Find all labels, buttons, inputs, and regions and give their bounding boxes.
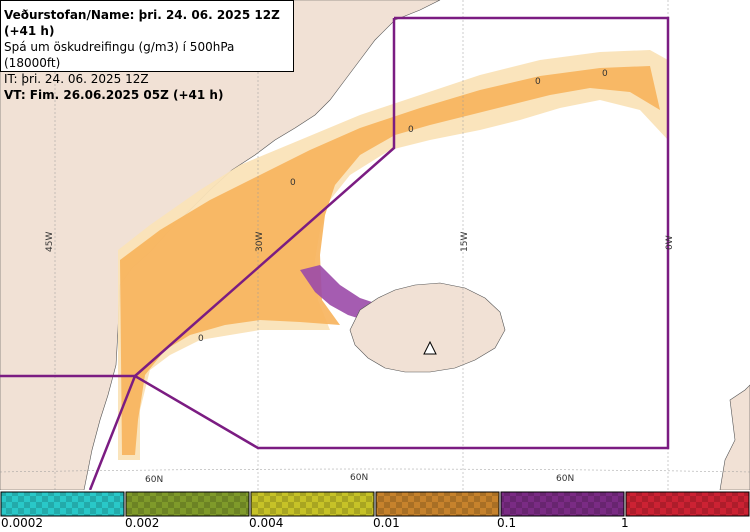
volcano-triangle-icon	[423, 340, 437, 355]
info-line-product: Spá um öskudreifingu (g/m3) í 500hPa (18…	[4, 40, 235, 70]
legend-label-1: 0.002	[125, 516, 160, 530]
legend-label-0: 0.0002	[1, 516, 43, 530]
info-line-name: Veðurstofan/Name: þri. 24. 06. 2025 12Z …	[4, 8, 280, 38]
legend-labels: 0.0002 0.002 0.004 0.01 0.1 1	[0, 516, 750, 532]
concentration-legend	[0, 491, 750, 517]
lon-label-15w: 15W	[460, 232, 470, 252]
legend-swatch-pattern	[626, 492, 749, 516]
contour-label: 0	[602, 69, 608, 79]
map-canvas[interactable]: 45W 30W 15W 0W 60N 60N 60N 0 0 0 0 0	[0, 0, 750, 490]
lat-label-60n-2: 60N	[350, 473, 368, 483]
info-line-valid-time: VT: Fim. 26.06.2025 05Z (+41 h)	[4, 88, 224, 102]
legend-label-3: 0.01	[373, 516, 400, 530]
legend-swatch-pattern	[251, 492, 374, 516]
legend-label-4: 0.1	[497, 516, 517, 530]
legend-swatch-pattern	[126, 492, 249, 516]
lon-label-30w: 30W	[255, 232, 265, 252]
iceland-landmass	[349, 282, 506, 373]
info-line-initial-time: IT: þri. 24. 06. 2025 12Z	[4, 72, 149, 86]
contour-label: 0	[408, 125, 414, 135]
legend-swatch-pattern	[376, 492, 499, 516]
lat-label-60n-1: 60N	[145, 475, 163, 485]
legend-swatch-pattern	[501, 492, 624, 516]
ash-plume-mid	[120, 66, 660, 455]
legend-label-2: 0.004	[249, 516, 284, 530]
far-land-east	[719, 384, 750, 490]
fir-boundary	[0, 16, 670, 490]
lon-label-0w: 0W	[665, 235, 675, 250]
contour-label: 0	[198, 334, 204, 344]
legend-swatch-pattern	[1, 492, 124, 516]
lat-label-60n-3: 60N	[556, 474, 574, 484]
contour-label: 0	[535, 77, 541, 87]
legend-label-5: 1	[621, 516, 629, 530]
contour-label: 0	[290, 178, 296, 188]
forecast-info-box: Veðurstofan/Name: þri. 24. 06. 2025 12Z …	[0, 0, 294, 102]
lon-label-45w: 45W	[45, 232, 55, 252]
